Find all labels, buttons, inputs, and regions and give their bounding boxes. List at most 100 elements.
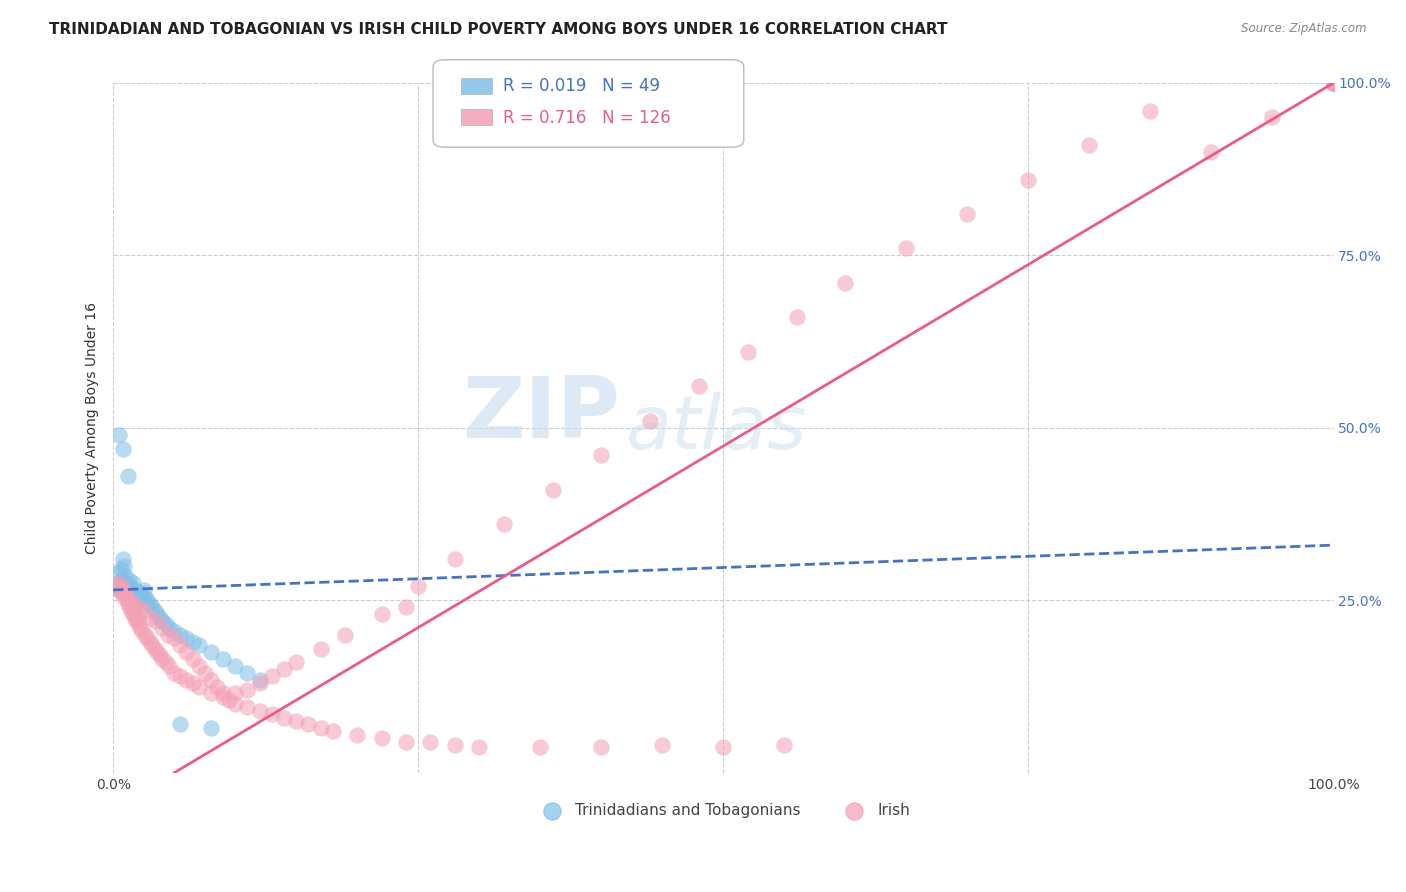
Point	[115, 593, 138, 607]
Point	[124, 582, 146, 597]
Point	[212, 652, 235, 666]
Point	[150, 614, 173, 628]
Point	[117, 597, 139, 611]
Point	[200, 721, 222, 735]
Point	[125, 590, 148, 604]
Point	[117, 580, 139, 594]
Point	[110, 580, 132, 594]
Point	[711, 739, 734, 754]
Text: R = 0.019   N = 49: R = 0.019 N = 49	[503, 77, 661, 95]
Point	[132, 604, 155, 618]
Point	[115, 576, 138, 591]
Point	[176, 645, 198, 659]
Point	[169, 638, 191, 652]
Point	[1322, 76, 1344, 90]
Point	[124, 610, 146, 624]
Point	[163, 632, 186, 646]
Point	[181, 634, 204, 648]
Point	[111, 582, 134, 597]
Point	[108, 582, 131, 597]
Point	[141, 638, 163, 652]
Point	[1322, 76, 1344, 90]
Point	[1322, 76, 1344, 90]
Point	[157, 621, 180, 635]
Point	[309, 721, 332, 735]
Point	[444, 738, 467, 752]
Point	[187, 680, 209, 694]
Point	[122, 604, 145, 618]
Point	[218, 693, 240, 707]
Point	[111, 442, 134, 456]
Point	[419, 734, 441, 748]
Point	[297, 717, 319, 731]
Point	[129, 586, 152, 600]
Point	[136, 632, 159, 646]
Point	[181, 676, 204, 690]
Point	[132, 582, 155, 597]
Point	[117, 469, 139, 483]
Point	[1322, 76, 1344, 90]
Point	[139, 610, 162, 624]
Point	[169, 669, 191, 683]
Point	[118, 593, 141, 607]
Point	[444, 552, 467, 566]
Point	[135, 597, 157, 611]
Point	[249, 676, 271, 690]
Point	[200, 645, 222, 659]
Text: ZIP: ZIP	[463, 373, 620, 456]
Point	[1322, 76, 1344, 90]
Point	[346, 728, 368, 742]
Point	[1139, 103, 1161, 118]
Point	[249, 673, 271, 687]
Point	[212, 690, 235, 704]
Point	[260, 707, 283, 722]
Point	[107, 566, 129, 580]
Point	[111, 552, 134, 566]
Point	[322, 724, 344, 739]
Point	[112, 558, 135, 573]
Point	[111, 573, 134, 587]
Point	[309, 641, 332, 656]
Point	[157, 628, 180, 642]
Point	[1261, 111, 1284, 125]
Point	[118, 593, 141, 607]
Point	[143, 604, 166, 618]
Point	[786, 310, 808, 325]
Legend: Trinidadians and Tobagonians, Irish: Trinidadians and Tobagonians, Irish	[531, 797, 915, 823]
Point	[205, 680, 228, 694]
Point	[139, 634, 162, 648]
Point	[260, 669, 283, 683]
Point	[127, 610, 149, 624]
Point	[129, 621, 152, 635]
Point	[143, 641, 166, 656]
Point	[194, 665, 217, 680]
Point	[1322, 76, 1344, 90]
Point	[114, 586, 136, 600]
Point	[131, 624, 153, 639]
Point	[111, 586, 134, 600]
Point	[114, 586, 136, 600]
Point	[139, 597, 162, 611]
Point	[1201, 145, 1223, 159]
Point	[370, 607, 392, 621]
Point	[110, 562, 132, 576]
Text: Source: ZipAtlas.com: Source: ZipAtlas.com	[1241, 22, 1367, 36]
Point	[236, 700, 259, 714]
Point	[127, 600, 149, 615]
Point	[129, 593, 152, 607]
Point	[150, 621, 173, 635]
Text: atlas: atlas	[626, 392, 807, 464]
Point	[122, 586, 145, 600]
Y-axis label: Child Poverty Among Boys Under 16: Child Poverty Among Boys Under 16	[86, 301, 100, 554]
Point	[187, 658, 209, 673]
Point	[273, 662, 295, 676]
Point	[148, 648, 170, 663]
Point	[155, 656, 177, 670]
Point	[492, 517, 515, 532]
Point	[112, 590, 135, 604]
Point	[273, 710, 295, 724]
Point	[249, 704, 271, 718]
Point	[121, 582, 143, 597]
Point	[134, 628, 156, 642]
Point	[200, 686, 222, 700]
